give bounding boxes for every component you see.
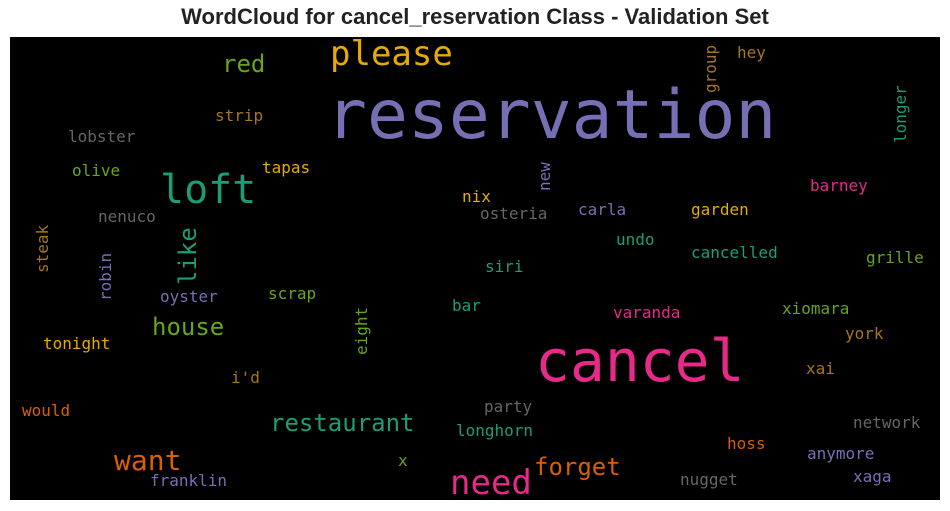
word-would: would [22,401,71,420]
word-party: party [484,397,533,416]
word-want: want [114,444,182,477]
word-bar: bar [452,296,481,315]
wordcloud-canvas: reservation cancel loft please need red … [10,37,940,500]
word-barney: barney [810,176,868,195]
word-eight: eight [352,306,371,355]
word-restaurant: restaurant [270,409,415,437]
word-grille: grille [866,248,924,267]
word-robin: robin [96,252,115,301]
word-nugget: nugget [680,470,738,489]
word-oyster: oyster [160,287,218,306]
word-need: need [450,463,532,500]
word-osteria: osteria [480,204,548,223]
word-tapas: tapas [262,158,311,177]
word-cancelled: cancelled [691,243,778,262]
word-strip: strip [215,106,264,125]
word-cancel: cancel [535,327,745,395]
word-please: please [330,37,453,74]
word-xai: xai [806,359,835,378]
chart-title: WordCloud for cancel_reservation Class -… [181,4,769,29]
word-siri: siri [485,257,524,276]
word-nenuco: nenuco [98,207,156,226]
word-i'd: i'd [231,368,260,387]
word-lobster: lobster [68,127,136,146]
word-steak: steak [33,224,52,273]
word-carla: carla [578,200,627,219]
word-scrap: scrap [268,284,317,303]
word-nix: nix [462,187,491,206]
word-olive: olive [72,161,121,180]
word-franklin: franklin [150,471,228,490]
word-xaga: xaga [853,467,892,486]
word-longer: longer [891,85,910,143]
word-hey: hey [737,43,766,62]
word-red: red [222,50,266,78]
word-reservation: reservation [326,76,777,155]
word-longhorn: longhorn [456,421,534,440]
word-new: new [535,162,554,191]
word-house: house [152,313,225,341]
word-hoss: hoss [727,434,766,453]
word-x: x [398,451,408,470]
word-group: group [701,44,720,93]
word-network: network [853,413,921,432]
word-garden: garden [691,200,749,219]
word-xiomara: xiomara [782,299,850,318]
word-forget: forget [534,453,621,481]
word-york: york [845,324,884,343]
word-undo: undo [616,230,655,249]
word-anymore: anymore [807,444,875,463]
word-tonight: tonight [43,334,111,353]
word-loft: loft [160,167,257,213]
word-varanda: varanda [613,303,681,322]
word-like: like [174,227,202,285]
